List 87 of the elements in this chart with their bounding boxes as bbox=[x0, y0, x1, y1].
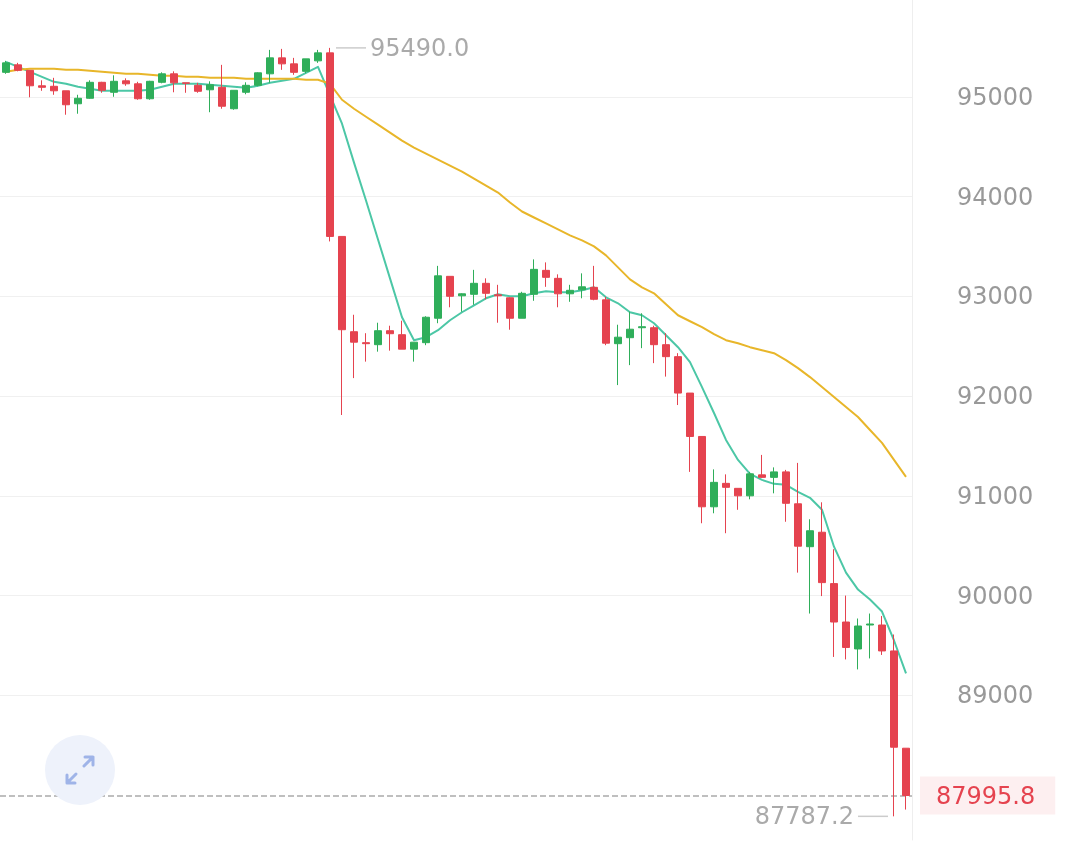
candlestick bbox=[758, 454, 766, 479]
candlestick bbox=[398, 320, 406, 350]
candlestick bbox=[98, 81, 106, 94]
candlestick bbox=[746, 471, 754, 500]
candlestick bbox=[590, 265, 598, 301]
candlestick bbox=[386, 325, 394, 352]
annotation: 87787.2 bbox=[754, 802, 854, 831]
line-series bbox=[5, 60, 907, 675]
candlestick bbox=[434, 265, 442, 324]
candlestick bbox=[782, 469, 790, 523]
candlestick bbox=[722, 473, 730, 534]
candlestick bbox=[830, 548, 838, 658]
candlestick bbox=[614, 324, 622, 386]
candlestick bbox=[134, 81, 142, 101]
ref-line-label: 87995.8 bbox=[936, 781, 1036, 810]
candlestick bbox=[314, 49, 322, 64]
candlestick bbox=[50, 77, 58, 96]
candlestick bbox=[530, 258, 538, 302]
candlestick bbox=[338, 235, 346, 416]
candlestick bbox=[878, 615, 886, 656]
candlestick bbox=[770, 466, 778, 494]
candlestick bbox=[290, 57, 298, 76]
candlestick bbox=[170, 70, 178, 93]
candlestick bbox=[578, 272, 586, 299]
candlestick bbox=[506, 296, 514, 331]
candlestick bbox=[362, 332, 370, 363]
candlestick bbox=[422, 315, 430, 346]
candlestick bbox=[206, 80, 214, 113]
candlestick bbox=[254, 71, 262, 87]
candlestick bbox=[818, 501, 826, 597]
candlestick bbox=[350, 314, 358, 379]
candlestick bbox=[110, 74, 118, 98]
candlestick bbox=[650, 325, 658, 364]
candlestick bbox=[554, 273, 562, 308]
y-tick-label: 90000 bbox=[957, 581, 1034, 610]
candlestick bbox=[566, 284, 574, 303]
candlestick bbox=[674, 352, 682, 406]
candlestick bbox=[626, 311, 634, 366]
candlestick bbox=[122, 77, 130, 87]
candlestick bbox=[890, 633, 898, 817]
y-tick-label: 94000 bbox=[957, 182, 1034, 211]
candlestick bbox=[854, 618, 862, 670]
candlestick bbox=[902, 747, 910, 811]
candlestick bbox=[266, 49, 274, 84]
annotation: 95490.0 bbox=[370, 33, 470, 62]
candlestick bbox=[326, 47, 334, 242]
candlestick bbox=[374, 322, 382, 353]
candlestick bbox=[302, 58, 310, 74]
candlestick bbox=[230, 89, 238, 111]
candlestick bbox=[542, 261, 550, 288]
candlestick bbox=[866, 613, 874, 659]
candlestick bbox=[62, 90, 70, 116]
candlestick bbox=[806, 518, 814, 615]
candlestick bbox=[278, 48, 286, 71]
candlestick bbox=[518, 291, 526, 319]
candlestick bbox=[14, 62, 22, 72]
candlestick bbox=[2, 60, 10, 75]
candlestick bbox=[410, 341, 418, 363]
candlestick bbox=[74, 94, 82, 115]
candlestick bbox=[602, 296, 610, 346]
y-tick-label: 93000 bbox=[957, 282, 1034, 311]
candlestick bbox=[182, 82, 190, 94]
candlestick bbox=[482, 277, 490, 300]
y-tick-label: 95000 bbox=[957, 82, 1034, 111]
candlestick bbox=[218, 64, 226, 110]
y-tick-label: 92000 bbox=[957, 382, 1034, 411]
candlestick bbox=[734, 487, 742, 511]
candlestick bbox=[458, 292, 466, 313]
candlestick bbox=[686, 392, 694, 473]
candlestick bbox=[494, 284, 502, 324]
candlestick bbox=[710, 468, 718, 514]
candlestick bbox=[662, 332, 670, 378]
candlestick bbox=[158, 71, 166, 84]
candlestick bbox=[146, 80, 154, 101]
y-tick-label: 91000 bbox=[957, 481, 1034, 510]
candlestick bbox=[842, 595, 850, 660]
candlestick bbox=[194, 82, 202, 94]
candlestick bbox=[446, 275, 454, 308]
candlestick bbox=[794, 462, 802, 574]
candlestick bbox=[242, 81, 250, 95]
candlestick bbox=[698, 435, 706, 524]
candlestick bbox=[26, 69, 34, 98]
candlestick bbox=[38, 79, 46, 92]
candlestick bbox=[638, 312, 646, 349]
y-tick-label: 89000 bbox=[957, 681, 1034, 710]
candlestick bbox=[86, 79, 94, 100]
candlestick bbox=[470, 269, 478, 306]
